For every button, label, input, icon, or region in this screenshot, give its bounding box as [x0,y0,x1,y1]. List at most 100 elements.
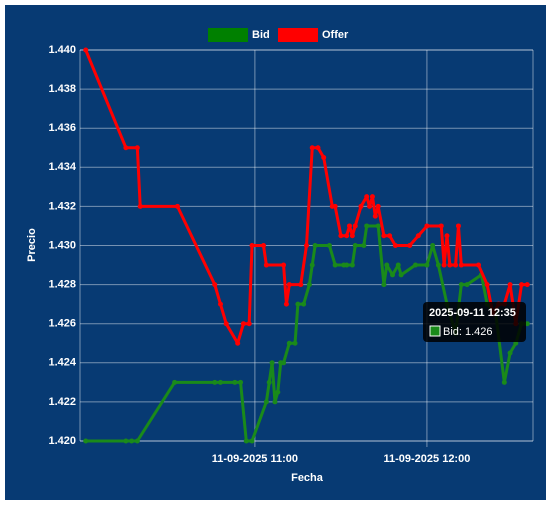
data-point [358,203,364,209]
data-point [444,233,450,239]
data-point [458,262,464,268]
data-point [172,379,178,385]
data-point [364,223,370,229]
data-point [395,262,401,268]
data-point [212,379,218,385]
data-point [435,262,441,268]
legend-label: Offer [322,29,349,41]
data-point [438,223,444,229]
data-point [430,243,436,248]
tooltip-swatch [429,325,441,337]
chart-background [5,5,546,500]
data-point [281,262,287,268]
data-point [381,233,387,239]
data-point [476,262,482,268]
data-point [281,360,287,366]
data-point [381,282,387,288]
data-point [507,282,513,288]
data-point [301,301,307,307]
y-tick-label: 1.422 [48,396,76,408]
data-point [392,243,398,248]
data-point [344,262,350,268]
data-point [332,262,338,268]
data-point [361,243,367,248]
y-tick-label: 1.438 [48,83,76,95]
data-point [424,223,430,229]
data-point [260,243,266,248]
data-point [390,272,396,278]
data-point [240,321,246,327]
legend-swatch [208,28,248,42]
data-point [484,282,490,288]
data-point [83,438,89,444]
data-point [349,262,355,268]
tooltip-label: Bid: 1.426 [443,326,493,338]
data-point [134,438,140,444]
data-point [298,282,304,288]
data-point [246,321,252,327]
y-tick-label: 1.436 [48,122,76,134]
data-point [217,379,223,385]
data-point [352,223,358,229]
y-axis-label: Precio [26,228,38,262]
data-point [455,223,461,229]
data-point [407,243,413,248]
data-point [249,243,255,248]
data-point [315,145,321,151]
data-point [447,262,453,268]
data-point [134,145,140,151]
data-point [344,233,350,239]
data-point [123,438,129,444]
data-point [137,203,143,209]
data-point [249,438,255,444]
data-point [524,321,530,327]
data-point [375,223,381,229]
data-point [338,233,344,239]
data-point [286,340,292,346]
data-point [441,262,447,268]
y-tick-label: 1.426 [48,318,76,330]
data-point [243,438,249,444]
y-tick-label: 1.424 [48,357,76,369]
data-point [347,223,353,229]
data-point [367,203,373,209]
data-point [275,389,281,395]
legend-swatch [278,28,318,42]
data-point [217,301,223,307]
data-point [507,350,513,356]
y-tick-label: 1.430 [48,239,76,251]
x-tick-label: 11-09-2025 12:00 [383,453,470,465]
data-point [174,203,180,209]
data-point [384,262,390,268]
data-point [263,262,269,268]
y-tick-label: 1.434 [48,161,76,173]
data-point [83,47,89,53]
data-point [349,233,355,239]
data-point [524,282,530,288]
data-point [372,213,378,219]
x-axis-label: Fecha [291,472,324,484]
data-point [387,233,393,239]
data-point [398,272,404,278]
data-point [212,282,218,288]
data-point [501,379,507,385]
legend-label: Bid [252,29,270,41]
y-tick-label: 1.432 [48,200,76,212]
data-point [129,438,135,444]
data-point [321,155,327,161]
data-point [375,203,381,209]
data-point [412,262,418,268]
data-point [223,321,229,327]
tooltip-title: 2025-09-11 12:35 [429,307,516,319]
x-tick-label: 11-09-2025 11:00 [212,453,298,465]
data-point [286,282,292,288]
tooltip-box [423,302,526,342]
data-point [283,301,289,307]
data-point [458,282,464,288]
data-point [272,399,278,405]
legend-item: Bid [208,28,270,42]
data-point [309,262,315,268]
data-point [238,379,244,385]
